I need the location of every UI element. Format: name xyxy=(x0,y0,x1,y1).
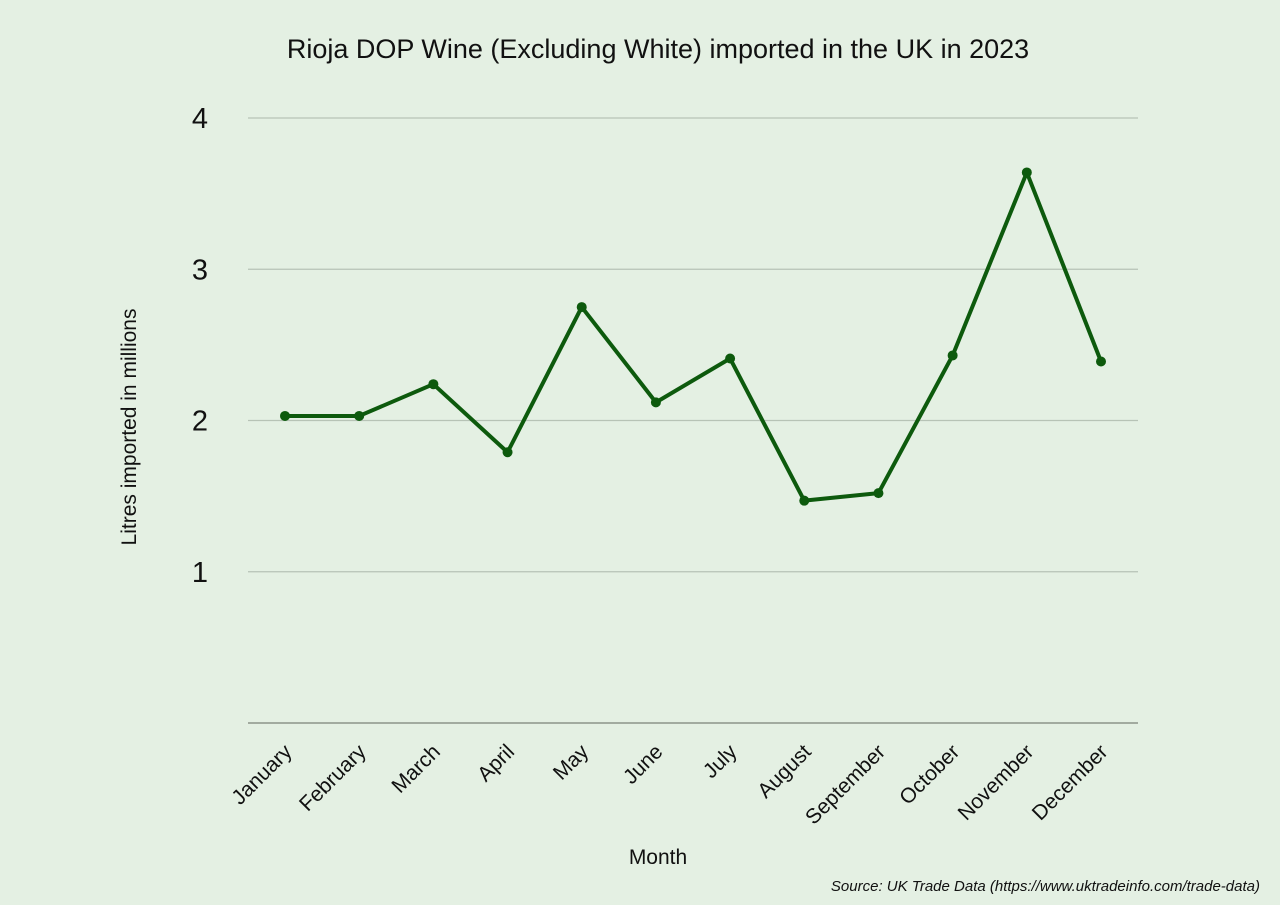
data-point-march xyxy=(428,379,439,390)
data-point-november xyxy=(1021,167,1032,178)
x-tick-label: June xyxy=(619,740,667,788)
grid-layer xyxy=(248,117,1138,573)
x-tick-label: January xyxy=(227,740,296,809)
x-tick-label: August xyxy=(753,740,816,803)
series-line xyxy=(283,170,1103,503)
y-tick-label: 2 xyxy=(192,406,208,438)
y-tick-labels: 1 2 3 4 xyxy=(192,103,208,589)
data-point-october xyxy=(947,350,958,361)
x-tick-label: May xyxy=(549,740,594,785)
y-tick-label: 3 xyxy=(192,254,208,286)
x-axis-label: Month xyxy=(629,846,687,869)
data-point-december xyxy=(1096,356,1106,367)
data-point-august xyxy=(799,495,810,506)
x-tick-label: December xyxy=(1028,740,1113,825)
data-point-june xyxy=(650,397,661,408)
x-tick-label: October xyxy=(895,740,964,809)
chart-title: Rioja DOP Wine (Excluding White) importe… xyxy=(286,34,1030,64)
data-point-april xyxy=(502,447,513,458)
x-tick-label: February xyxy=(295,740,371,816)
x-tick-label: March xyxy=(387,740,445,798)
data-point-july xyxy=(725,353,736,364)
series-layer xyxy=(280,167,1106,506)
x-tick-label: September xyxy=(801,740,890,829)
data-point-january xyxy=(280,410,290,421)
data-point-may xyxy=(576,302,587,313)
data-point-february xyxy=(354,410,365,421)
y-tick-label: 4 xyxy=(192,103,208,135)
data-point-september xyxy=(873,488,884,499)
source-note: Source: UK Trade Data (https://www.uktra… xyxy=(830,878,1260,895)
y-tick-label: 1 xyxy=(192,557,208,589)
y-axis-label: Litres imported in millions xyxy=(118,309,141,546)
x-tick-label: April xyxy=(473,740,519,786)
x-tick-label: November xyxy=(954,740,1039,825)
x-tick-label: July xyxy=(699,740,742,783)
